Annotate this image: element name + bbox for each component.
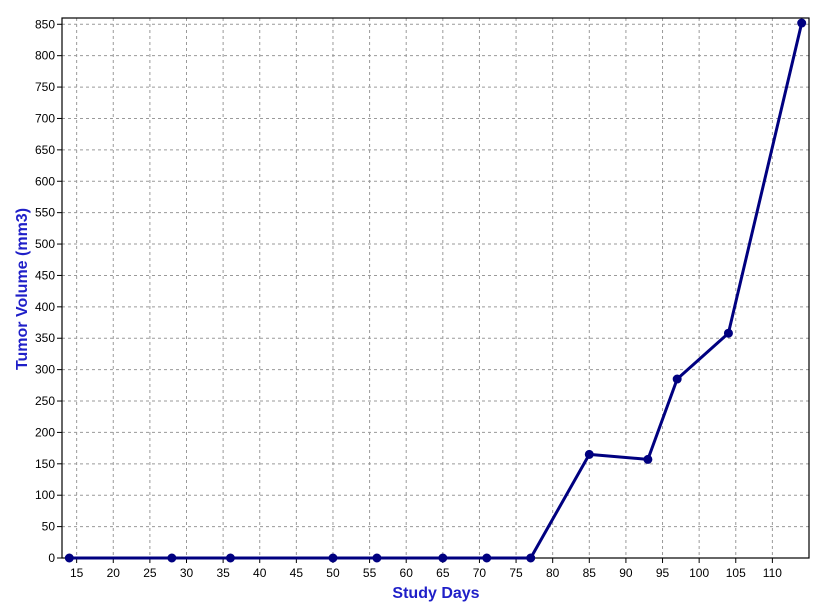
data-point bbox=[167, 553, 177, 563]
data-point bbox=[526, 553, 536, 563]
data-point bbox=[643, 454, 653, 464]
y-tick-label: 550 bbox=[35, 206, 55, 220]
x-tick-label: 55 bbox=[363, 566, 377, 580]
x-tick-label: 50 bbox=[326, 566, 340, 580]
data-point bbox=[482, 553, 492, 563]
x-tick-label: 15 bbox=[70, 566, 84, 580]
y-tick-label: 200 bbox=[35, 425, 55, 439]
x-tick-label: 25 bbox=[143, 566, 157, 580]
x-tick-label: 60 bbox=[400, 566, 414, 580]
data-point bbox=[225, 553, 235, 563]
x-tick-label: 110 bbox=[763, 566, 782, 580]
y-tick-label: 0 bbox=[48, 551, 55, 565]
y-tick-labels: 0 50 100 150 200 250 300 350 400 450 500 550 600 650 7… bbox=[35, 17, 55, 565]
x-tick-label: 85 bbox=[583, 566, 597, 580]
x-tick-label: 105 bbox=[726, 566, 746, 580]
y-tick-label: 700 bbox=[35, 111, 55, 125]
data-point bbox=[64, 553, 74, 563]
data-point bbox=[328, 553, 338, 563]
y-tick-label: 600 bbox=[35, 174, 55, 188]
y-axis-title: Tumor Volume (mm3) bbox=[14, 208, 31, 370]
x-tick-label: 40 bbox=[253, 566, 267, 580]
y-tick-label: 300 bbox=[35, 363, 55, 377]
x-tick-label: 95 bbox=[656, 566, 670, 580]
y-tick-label: 750 bbox=[35, 80, 55, 94]
y-tick-label: 100 bbox=[35, 488, 55, 502]
y-tick-label: 350 bbox=[35, 331, 55, 345]
data-point bbox=[797, 18, 807, 28]
x-tick-label: 70 bbox=[473, 566, 487, 580]
x-tick-label: 80 bbox=[546, 566, 560, 580]
y-tick-label: 250 bbox=[35, 394, 55, 408]
data-point bbox=[584, 449, 594, 459]
x-tick-label: 20 bbox=[107, 566, 121, 580]
x-tick-label: 30 bbox=[180, 566, 194, 580]
y-tick-label: 50 bbox=[42, 520, 56, 534]
data-point bbox=[672, 374, 682, 384]
x-tick-label: 45 bbox=[290, 566, 304, 580]
data-point bbox=[438, 553, 448, 563]
x-tick-label: 100 bbox=[689, 566, 709, 580]
x-tick-label: 35 bbox=[216, 566, 230, 580]
x-tick-label: 75 bbox=[509, 566, 523, 580]
data-point bbox=[372, 553, 382, 563]
y-tick-label: 400 bbox=[35, 300, 55, 314]
series-layer bbox=[64, 18, 807, 563]
y-tick-label: 500 bbox=[35, 237, 55, 251]
x-tick-label: 90 bbox=[619, 566, 633, 580]
y-tick-label: 800 bbox=[35, 49, 55, 63]
y-tick-label: 850 bbox=[35, 17, 55, 31]
y-tick-label: 450 bbox=[35, 268, 55, 282]
plot-area bbox=[62, 18, 809, 558]
x-axis-title: Study Days bbox=[392, 585, 479, 602]
x-tick-labels: 15 20 25 30 35 40 45 50 55 60 65 70 75 80 85 90 95 100 105… bbox=[70, 566, 782, 580]
y-tick-label: 150 bbox=[35, 457, 55, 471]
grid-lines bbox=[62, 18, 809, 559]
y-tick-label: 650 bbox=[35, 143, 55, 157]
x-tick-label: 65 bbox=[436, 566, 450, 580]
data-point bbox=[723, 328, 733, 338]
